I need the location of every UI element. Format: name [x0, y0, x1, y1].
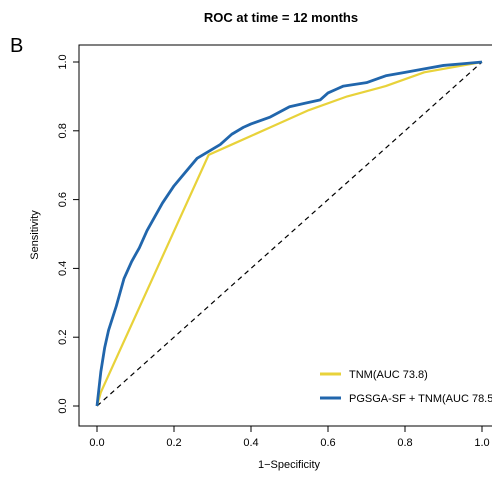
reference-diagonal: [96, 61, 483, 407]
series-layer: [95, 60, 483, 407]
y-axis-label: Sensitivity: [29, 210, 41, 260]
x-axis-label: 1−Specificity: [258, 459, 321, 471]
plot-frame: [78, 44, 492, 427]
y-axis: 0.0 0.2 0.4 0.6 0.8 1.0: [57, 54, 79, 414]
legend: TNM(AUC 73.8) PGSGA-SF + TNM(AUC 78.5: [320, 369, 492, 405]
x-axis: 0.0 0.2 0.4 0.6 0.8 1.0: [89, 426, 490, 449]
chart-title: ROC at time = 12 months: [204, 10, 358, 25]
x-tick-label: 0.4: [243, 437, 258, 449]
series-line-1: [95, 60, 483, 407]
x-tick-label: 1.0: [474, 437, 489, 449]
y-tick-label: 1.0: [57, 54, 69, 69]
series-line-2: [95, 60, 483, 407]
x-tick-label: 0.2: [166, 437, 181, 449]
y-tick-label: 0.0: [57, 398, 69, 413]
legend-label-1: TNM(AUC 73.8): [349, 369, 428, 381]
x-tick-label: 0.8: [397, 437, 412, 449]
x-tick-label: 0.6: [320, 437, 335, 449]
y-tick-label: 0.2: [57, 330, 69, 345]
y-tick-label: 0.6: [57, 192, 69, 207]
panel-label: B: [10, 35, 23, 57]
x-tick-label: 0.0: [89, 437, 104, 449]
y-tick-label: 0.4: [57, 261, 69, 276]
y-tick-label: 0.8: [57, 123, 69, 138]
legend-label-2: PGSGA-SF + TNM(AUC 78.5: [349, 393, 492, 405]
